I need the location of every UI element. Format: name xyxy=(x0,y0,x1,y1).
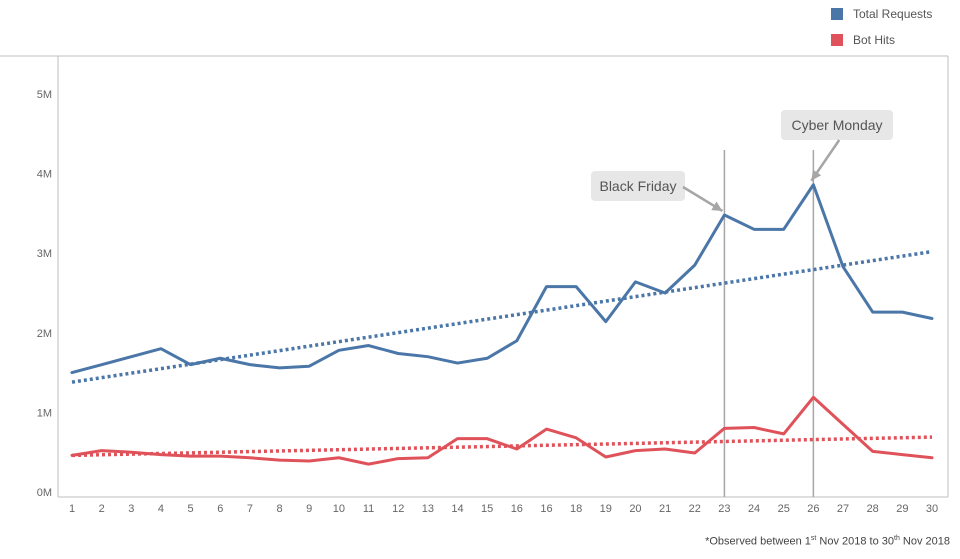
x-tick-label: 23 xyxy=(718,503,730,515)
y-tick-label: 0M xyxy=(37,487,52,499)
x-tick-label: 30 xyxy=(926,503,938,515)
x-tick-label: 20 xyxy=(629,503,641,515)
x-tick-label: 3 xyxy=(128,503,134,515)
legend-item-bot-hits: Bot Hits xyxy=(831,32,932,48)
x-tick-label: 18 xyxy=(570,503,582,515)
x-tick-label: 15 xyxy=(481,503,493,515)
x-tick-label: 13 xyxy=(422,503,434,515)
x-tick-label: 26 xyxy=(807,503,819,515)
footnote: *Observed between 1st Nov 2018 to 30th N… xyxy=(705,535,950,548)
series-line xyxy=(70,183,934,375)
x-tick-label: 16 xyxy=(540,503,552,515)
series-line xyxy=(70,395,934,466)
x-tick-label: 21 xyxy=(659,503,671,515)
legend-label-bot-hits: Bot Hits xyxy=(853,33,896,47)
x-tick-label: 9 xyxy=(306,503,312,515)
trendline xyxy=(71,435,933,458)
y-tick-label: 4M xyxy=(37,169,52,181)
legend-swatch-bot-hits xyxy=(831,34,843,46)
x-tick-label: 29 xyxy=(896,503,908,515)
footnote-suffix: Nov 2018 xyxy=(899,535,950,548)
x-tick-label: 10 xyxy=(333,503,345,515)
x-tick-label: 22 xyxy=(689,503,701,515)
callout-arrowhead xyxy=(811,169,822,181)
x-tick-label: 5 xyxy=(188,503,194,515)
x-tick-label: 8 xyxy=(277,503,283,515)
legend-label-total-requests: Total Requests xyxy=(853,7,933,21)
x-tick-label: 16 xyxy=(511,503,523,515)
x-tick-label: 25 xyxy=(778,503,790,515)
callout-label: Black Friday xyxy=(599,178,676,194)
callout-arrowhead xyxy=(711,201,723,211)
x-tick-label: 24 xyxy=(748,503,760,515)
footnote-prefix: *Observed between 1 xyxy=(705,535,811,548)
x-tick-label: 19 xyxy=(600,503,612,515)
x-tick-label: 11 xyxy=(363,503,374,515)
callout-box xyxy=(781,110,893,140)
legend-item-total-requests: Total Requests xyxy=(831,6,932,22)
footnote-sup-st: st xyxy=(810,535,817,542)
x-tick-label: 12 xyxy=(392,503,404,515)
callout-box xyxy=(591,171,685,201)
footnote-middle: Nov 2018 to 30 xyxy=(816,535,894,548)
x-tick-label: 4 xyxy=(158,503,164,515)
x-tick-label: 7 xyxy=(247,503,253,515)
y-tick-label: 5M xyxy=(37,89,52,101)
x-tick-label: 6 xyxy=(217,503,223,515)
footnote-sup-th: th xyxy=(894,535,900,542)
chart-legend: Total Requests Bot Hits xyxy=(831,6,932,58)
x-tick-label: 28 xyxy=(867,503,879,515)
legend-swatch-total-requests xyxy=(831,8,843,20)
x-tick-label: 1 xyxy=(69,503,75,515)
y-tick-label: 1M xyxy=(37,407,52,419)
x-tick-label: 14 xyxy=(451,503,463,515)
y-tick-label: 2M xyxy=(37,328,52,340)
x-tick-label: 2 xyxy=(99,503,105,515)
y-tick-label: 3M xyxy=(37,248,52,260)
x-tick-label: 27 xyxy=(837,503,849,515)
callout-label: Cyber Monday xyxy=(791,117,882,133)
